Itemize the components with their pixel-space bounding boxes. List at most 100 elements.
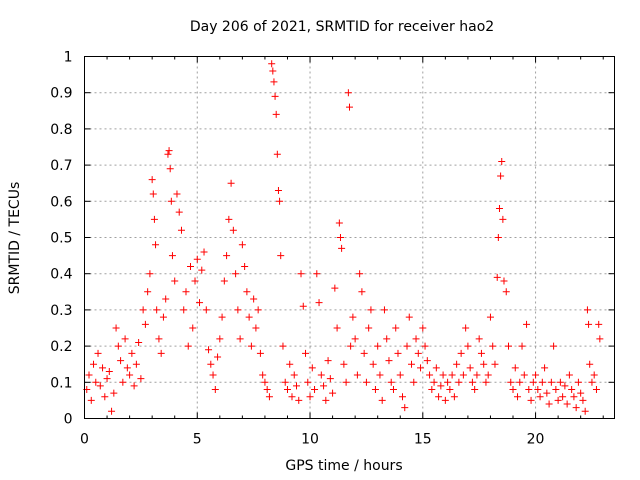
data-point [453,360,461,368]
y-tick-label: 1 [64,50,73,66]
data-point [286,360,294,368]
data-point [207,360,215,368]
data-point [157,349,165,357]
data-point [394,349,402,357]
data-point [225,215,233,223]
data-point [417,364,425,372]
data-point [376,371,384,379]
ticks-layer: 00.10.20.30.40.50.60.70.80.910 5 10 15 20 [50,50,615,448]
data-point [399,393,406,401]
data-point [340,360,348,368]
y-axis-label: SRMTID / TECUs [7,182,23,295]
grid-layer [84,56,615,419]
data-point [297,270,305,278]
x-tick-label: 0 [80,432,89,448]
data-point [444,378,452,386]
data-point [200,248,208,256]
data-point [423,357,431,365]
y-tick-label: 0.9 [50,86,72,102]
data-point [489,342,497,350]
data-point [362,378,370,386]
data-point [152,241,160,249]
data-point [588,378,596,386]
data-point [529,378,537,386]
data-point [315,299,323,307]
data-point [155,335,163,343]
data-point [234,306,242,314]
data-point [497,172,505,180]
y-tick-label: 0.6 [50,194,72,210]
data-point [167,197,175,205]
data-point [304,378,312,386]
data-point [538,378,546,386]
data-point [477,349,485,357]
y-tick-label: 0.8 [50,122,72,138]
data-point [281,378,289,386]
data-point [117,357,125,365]
data-point [245,313,253,321]
data-point [132,360,140,368]
data-point [505,342,512,350]
data-point [387,378,395,386]
data-point [164,150,172,158]
data-point [141,320,149,328]
data-point [277,252,285,260]
data-point [360,349,368,357]
data-point [92,378,100,386]
data-point [85,371,93,379]
data-point [123,364,131,372]
x-tick-label: 20 [527,432,545,448]
data-point [547,378,555,386]
data-point [130,382,138,390]
data-point [511,364,519,372]
data-point [238,241,246,249]
data-point [556,378,564,386]
data-point [119,378,127,386]
y-tick-label: 0.2 [50,339,72,355]
data-point [198,266,206,274]
data-point [205,346,213,354]
data-point [583,306,591,314]
data-point [196,299,204,307]
data-point [484,371,492,379]
data-point [229,226,237,234]
data-point [574,378,582,386]
data-point [283,386,291,394]
chart-title: Day 206 of 2021, SRMTID for receiver hao… [190,19,494,35]
data-point [525,386,533,394]
data-point [175,208,183,216]
data-point [108,407,116,415]
data-point [471,386,479,394]
data-point [171,277,179,285]
data-point [241,262,249,270]
data-point [103,375,111,383]
data-point [414,349,422,357]
x-tick-label: 5 [193,432,202,448]
data-point [269,67,277,75]
data-point [570,393,578,401]
data-point [232,270,240,278]
data-point [344,89,352,97]
data-point [265,393,273,401]
data-point [462,324,470,332]
data-point [184,342,192,350]
data-point [202,306,210,314]
data-point [380,306,388,314]
data-point [401,404,409,412]
data-point [516,378,524,386]
data-point [356,270,364,278]
data-point [94,349,102,357]
data-point [559,393,567,401]
data-point [273,150,281,158]
data-point [369,360,377,368]
data-point [586,360,594,368]
data-point [256,349,264,357]
data-point [177,226,185,234]
data-point [90,360,98,368]
data-point [435,393,443,401]
data-point [383,335,391,343]
data-point [87,396,95,404]
data-point [437,382,445,390]
data-point [405,313,413,321]
data-point [101,393,109,401]
